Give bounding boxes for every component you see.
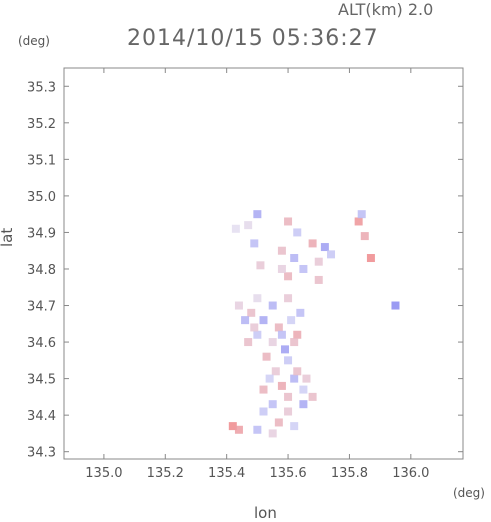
x-axis-label: lon bbox=[254, 504, 277, 522]
altitude-label: ALT(km) 2.0 bbox=[338, 0, 434, 19]
data-point bbox=[299, 385, 308, 394]
y-tick-label: 34.3 bbox=[27, 446, 56, 461]
y-tick-label: 34.6 bbox=[27, 336, 56, 351]
data-point bbox=[354, 217, 363, 226]
data-point bbox=[284, 272, 293, 281]
data-point bbox=[296, 308, 305, 317]
data-point bbox=[290, 374, 299, 383]
data-points bbox=[228, 210, 400, 438]
y-tick-label: 35.3 bbox=[27, 80, 56, 95]
data-point bbox=[253, 294, 262, 303]
data-point bbox=[277, 264, 286, 273]
y-axis-unit: (deg) bbox=[18, 34, 50, 48]
data-point bbox=[284, 294, 293, 303]
data-point bbox=[391, 301, 400, 310]
data-point bbox=[265, 374, 274, 383]
axis-ticks: 34.3 34.4 34.5 34.6 34.7 34.8 34.9 35.0 35.1 35.2… bbox=[27, 68, 463, 481]
data-point bbox=[241, 316, 250, 325]
data-point bbox=[259, 385, 268, 394]
data-point bbox=[271, 367, 280, 376]
x-tick-label: 135.6 bbox=[269, 466, 306, 481]
data-point bbox=[259, 316, 268, 325]
data-point bbox=[287, 316, 296, 325]
data-point bbox=[302, 374, 311, 383]
x-tick-label: 135.8 bbox=[331, 466, 368, 481]
y-tick-label: 35.1 bbox=[27, 153, 56, 168]
data-point bbox=[277, 246, 286, 255]
data-point bbox=[250, 323, 259, 332]
y-tick-label: 34.9 bbox=[27, 226, 56, 241]
x-axis-unit: (deg) bbox=[453, 486, 485, 500]
data-point bbox=[253, 330, 262, 339]
data-point bbox=[244, 221, 253, 230]
y-tick-label: 34.8 bbox=[27, 263, 56, 278]
data-point bbox=[314, 257, 323, 266]
data-point bbox=[314, 275, 323, 284]
data-point bbox=[299, 264, 308, 273]
x-tick-label: 135.4 bbox=[208, 466, 245, 481]
data-point bbox=[228, 422, 237, 431]
data-point bbox=[293, 228, 302, 237]
data-point bbox=[253, 425, 262, 434]
data-point bbox=[360, 232, 369, 241]
y-tick-label: 34.5 bbox=[27, 373, 56, 388]
data-point bbox=[290, 422, 299, 431]
data-point bbox=[280, 345, 289, 354]
data-point bbox=[274, 418, 283, 427]
x-tick-label: 135.2 bbox=[147, 466, 184, 481]
data-point bbox=[284, 217, 293, 226]
data-point bbox=[284, 356, 293, 365]
y-tick-label: 35.2 bbox=[27, 117, 56, 132]
data-point bbox=[293, 330, 302, 339]
data-point bbox=[259, 407, 268, 416]
data-point bbox=[247, 308, 256, 317]
data-point bbox=[277, 381, 286, 390]
data-point bbox=[284, 392, 293, 401]
data-point bbox=[327, 250, 336, 259]
data-point bbox=[244, 338, 253, 347]
data-point bbox=[256, 261, 265, 270]
data-point bbox=[268, 400, 277, 409]
data-point bbox=[290, 254, 299, 263]
y-tick-label: 34.4 bbox=[27, 409, 56, 424]
x-tick-label: 135.0 bbox=[85, 466, 122, 481]
data-point bbox=[231, 224, 240, 233]
x-tick-label: 136.0 bbox=[392, 466, 429, 481]
plot-frame bbox=[63, 67, 464, 460]
y-tick-label: 35.0 bbox=[27, 190, 56, 205]
chart-title: 2014/10/15 05:36:27 bbox=[127, 26, 379, 51]
data-point bbox=[268, 338, 277, 347]
data-point bbox=[234, 425, 243, 434]
y-tick-label: 34.7 bbox=[27, 300, 56, 315]
data-point bbox=[320, 243, 329, 252]
data-point bbox=[290, 338, 299, 347]
data-point bbox=[234, 301, 243, 310]
data-point bbox=[262, 352, 271, 361]
data-point bbox=[299, 400, 308, 409]
data-point bbox=[277, 330, 286, 339]
data-point bbox=[284, 407, 293, 416]
data-point bbox=[253, 210, 262, 219]
data-point bbox=[308, 392, 317, 401]
data-point bbox=[308, 239, 317, 248]
data-point bbox=[250, 239, 259, 248]
data-point bbox=[268, 301, 277, 310]
data-point bbox=[268, 429, 277, 438]
data-point bbox=[293, 367, 302, 376]
data-point bbox=[274, 323, 283, 332]
data-point bbox=[366, 254, 375, 263]
data-point bbox=[357, 210, 366, 219]
